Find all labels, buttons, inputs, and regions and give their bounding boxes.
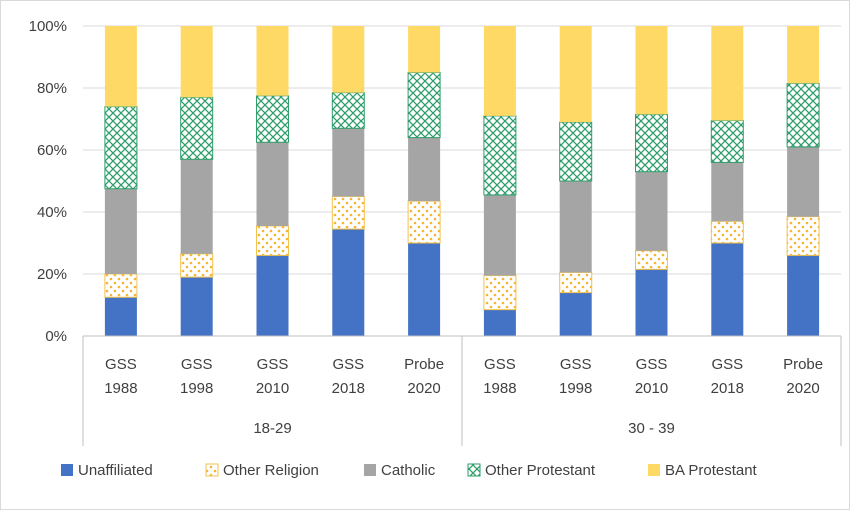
bar-segment-other-protestant <box>786 82 820 148</box>
x-category-label-line2: 1998 <box>180 380 213 397</box>
legend-swatch-unaffiliated <box>61 464 73 476</box>
legend-label: Unaffiliated <box>78 462 153 479</box>
y-tick-label: 80% <box>37 80 67 97</box>
x-category-label-line1: GSS <box>105 356 137 373</box>
group-label: 30 - 39 <box>628 420 675 437</box>
legend-swatch-ba-protestant <box>648 464 660 476</box>
bar-segment-unaffiliated <box>408 243 441 336</box>
bar-segment-other-protestant <box>635 113 668 173</box>
bar-segment-catholic <box>635 171 668 251</box>
bar-segment-unaffiliated <box>332 229 365 336</box>
x-category-label-line1: GSS <box>636 356 668 373</box>
bar-segment-unaffiliated <box>180 277 213 336</box>
bar-segment-other-protestant <box>256 95 289 143</box>
y-tick-label: 60% <box>37 142 67 159</box>
y-tick-label: 0% <box>45 328 67 345</box>
x-category-label-line2: 1998 <box>559 380 592 397</box>
x-category-label-line2: 1988 <box>483 380 516 397</box>
bar-segment-other-religion <box>710 220 744 244</box>
legend-label: Other Religion <box>223 462 319 479</box>
bar-segment-other-protestant <box>331 92 365 129</box>
x-category-label-line1: GSS <box>257 356 289 373</box>
bar-segment-ba-protestant <box>483 26 516 116</box>
bar-segment-catholic <box>408 137 441 202</box>
y-tick-label: 20% <box>37 266 67 283</box>
bar-segment-ba-protestant <box>711 26 744 121</box>
bar-segment-catholic <box>180 159 213 254</box>
x-category-label-line2: 2010 <box>256 380 289 397</box>
bar-segment-other-religion <box>559 271 593 294</box>
bars <box>104 26 820 336</box>
bar-segment-catholic <box>559 181 592 273</box>
bar-segment-other-religion <box>104 273 138 298</box>
bar-segment-ba-protestant <box>256 26 289 96</box>
bar-segment-other-protestant <box>180 96 214 160</box>
bar-segment-catholic <box>256 142 289 226</box>
bar-segment-other-religion <box>635 250 668 270</box>
bar-segment-ba-protestant <box>332 26 365 93</box>
legend-swatch-other-protestant <box>467 463 481 477</box>
legend: Unaffiliated Other Religion Catholic Other … <box>61 462 758 479</box>
bar-segment-ba-protestant <box>787 26 820 84</box>
bar-segment-ba-protestant <box>180 26 213 98</box>
x-axis: GSS 1988 GSS 1998 GSS 2010 GSS 2018 Probe 2020 GSS… <box>82 335 842 446</box>
y-tick-label: 40% <box>37 204 67 221</box>
x-category-label-line1: Probe <box>783 356 823 373</box>
x-category-label-line2: 2020 <box>407 380 440 397</box>
bar-segment-other-religion <box>407 200 441 244</box>
x-category-label-line1: GSS <box>484 356 516 373</box>
legend-swatch-other-religion <box>205 463 219 477</box>
bar-segment-unaffiliated <box>483 309 516 336</box>
bar-segment-other-protestant <box>559 121 593 182</box>
legend-label: Other Protestant <box>485 462 596 479</box>
bar-segment-ba-protestant <box>104 26 137 107</box>
x-category-label-line1: GSS <box>181 356 213 373</box>
y-axis: 0% 20% 40% 60% 80% 100% <box>29 18 67 345</box>
bar-segment-catholic <box>332 128 365 197</box>
bar-segment-ba-protestant <box>635 26 668 115</box>
bar-segment-other-religion <box>483 275 517 311</box>
legend-swatch-catholic <box>364 464 376 476</box>
x-category-label-line1: GSS <box>711 356 743 373</box>
x-category-label-line1: Probe <box>404 356 444 373</box>
bar-segment-other-religion <box>786 216 820 256</box>
bar-segment-unaffiliated <box>787 255 820 336</box>
bar-segment-other-protestant <box>407 72 441 139</box>
bar-segment-catholic <box>483 194 516 276</box>
x-category-label-line2: 1988 <box>104 380 137 397</box>
bar-segment-other-religion <box>256 225 289 256</box>
x-category-label-line2: 2018 <box>711 380 744 397</box>
bar-segment-other-religion <box>331 196 365 230</box>
bar-segment-unaffiliated <box>559 292 592 336</box>
bar-segment-catholic <box>711 162 744 222</box>
y-tick-label: 100% <box>29 18 67 35</box>
bar-segment-other-protestant <box>104 106 138 190</box>
bar-segment-unaffiliated <box>104 297 137 336</box>
bar-segment-catholic <box>787 146 820 217</box>
bar-segment-ba-protestant <box>408 26 441 73</box>
bar-segment-ba-protestant <box>559 26 592 123</box>
bar-segment-other-religion <box>180 253 214 278</box>
x-category-label-line2: 2010 <box>635 380 668 397</box>
bar-segment-unaffiliated <box>256 255 289 336</box>
legend-label: BA Protestant <box>665 462 758 479</box>
x-category-label-line2: 2020 <box>786 380 819 397</box>
x-category-label-line2: 2018 <box>332 380 365 397</box>
bar-segment-unaffiliated <box>635 269 668 336</box>
bar-segment-other-protestant <box>483 115 517 196</box>
x-category-label-line1: GSS <box>560 356 592 373</box>
legend-label: Catholic <box>381 462 436 479</box>
x-category-label-line1: GSS <box>332 356 364 373</box>
group-label: 18-29 <box>253 420 291 437</box>
bar-segment-catholic <box>104 188 137 274</box>
bar-segment-other-protestant <box>710 120 744 163</box>
bar-segment-unaffiliated <box>711 243 744 336</box>
